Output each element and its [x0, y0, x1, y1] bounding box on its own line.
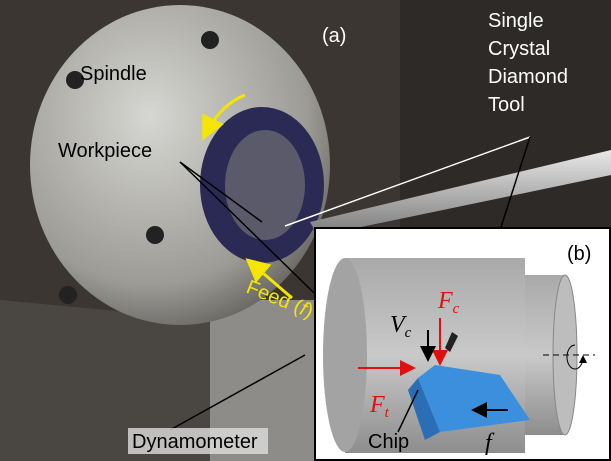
page: (a) Spindle Workpiece Single Crystal Dia… [0, 0, 611, 461]
symbol: F [437, 288, 453, 314]
tool-label: Tool [488, 94, 525, 116]
workpiece-cylinder-end [323, 258, 367, 452]
bolt-hole [201, 31, 219, 49]
dynamometer-label: Dynamometer [132, 431, 258, 453]
spindle-label: Spindle [80, 63, 147, 85]
bolt-hole [146, 226, 164, 244]
panel-label: (b) [567, 243, 591, 265]
bolt-hole [59, 286, 77, 304]
panel-label: (a) [322, 25, 346, 47]
figure: (a) Spindle Workpiece Single Crystal Dia… [0, 0, 611, 461]
tool-label: Diamond [488, 66, 568, 88]
symbol: F [369, 392, 385, 418]
subscript: c [453, 301, 460, 317]
tool-label: Single [488, 10, 544, 32]
subscript: c [405, 325, 412, 341]
workpiece-label: Workpiece [58, 140, 152, 162]
chip-label: Chip [368, 431, 409, 453]
tool-label: Crystal [488, 38, 550, 60]
